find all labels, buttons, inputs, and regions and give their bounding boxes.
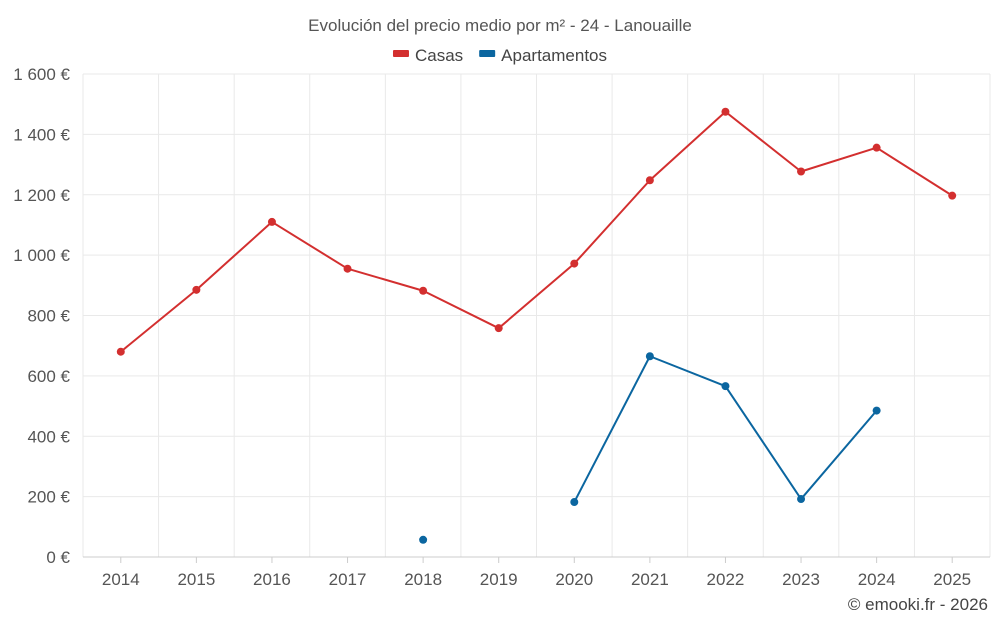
series-line-segment bbox=[800, 146, 878, 173]
data-point[interactable] bbox=[721, 382, 730, 391]
y-tick-label: 1 600 € bbox=[13, 65, 70, 84]
data-point[interactable] bbox=[948, 191, 957, 200]
chart-grid bbox=[82, 73, 991, 558]
legend-label: Casas bbox=[415, 46, 463, 65]
data-point[interactable] bbox=[797, 495, 806, 504]
series-casas bbox=[116, 107, 957, 356]
series-line-segment bbox=[346, 267, 425, 292]
x-tick-label: 2016 bbox=[253, 570, 291, 589]
data-point[interactable] bbox=[872, 406, 881, 415]
series-line-segment bbox=[270, 220, 349, 270]
x-tick-label: 2022 bbox=[707, 570, 745, 589]
legend-swatch bbox=[392, 50, 409, 57]
data-point[interactable] bbox=[872, 143, 881, 152]
x-tick-label: 2017 bbox=[329, 570, 367, 589]
data-point[interactable] bbox=[570, 498, 579, 507]
series-line-segment bbox=[422, 289, 500, 330]
series-apartamentos bbox=[419, 352, 881, 544]
series-line-segment bbox=[648, 110, 727, 182]
series-line-segment bbox=[119, 288, 198, 353]
legend-swatch bbox=[479, 50, 496, 57]
data-point[interactable] bbox=[570, 259, 579, 268]
data-point[interactable] bbox=[116, 347, 125, 356]
chart-title: Evolución del precio medio por m² - 24 -… bbox=[308, 16, 692, 35]
y-axis: 0 € 200 € 400 € 600 € 800 € 1 000 € 1 200 € 1 4… bbox=[13, 65, 70, 567]
chart-legend: Casas Apartamentos bbox=[392, 46, 607, 65]
data-point[interactable] bbox=[192, 285, 201, 294]
x-tick-label: 2019 bbox=[480, 570, 518, 589]
y-tick-label: 1 200 € bbox=[13, 186, 70, 205]
y-tick-label: 800 € bbox=[27, 307, 70, 326]
data-point[interactable] bbox=[797, 167, 806, 176]
x-tick-label: 2025 bbox=[933, 570, 971, 589]
series-line-segment bbox=[724, 385, 803, 501]
series-line-segment bbox=[648, 355, 727, 388]
series-line-segment bbox=[195, 220, 273, 291]
legend-item-casas[interactable]: Casas bbox=[392, 46, 463, 65]
series-line-segment bbox=[573, 355, 651, 504]
x-tick-label: 2015 bbox=[177, 570, 215, 589]
y-tick-label: 400 € bbox=[27, 427, 70, 446]
series-line-segment bbox=[497, 262, 576, 330]
x-tick-label: 2020 bbox=[555, 570, 593, 589]
x-tick-label: 2024 bbox=[858, 570, 896, 589]
chart-series bbox=[116, 107, 957, 544]
series-line-segment bbox=[800, 409, 878, 501]
data-point[interactable] bbox=[267, 217, 276, 226]
data-point[interactable] bbox=[419, 286, 428, 295]
x-axis: 2014 2015 2016 2017 2018 2019 2020 2021 2022 2023… bbox=[102, 557, 971, 589]
y-tick-label: 0 € bbox=[46, 548, 70, 567]
data-point[interactable] bbox=[343, 264, 352, 273]
data-point[interactable] bbox=[494, 324, 503, 333]
data-point[interactable] bbox=[645, 352, 654, 361]
data-point[interactable] bbox=[419, 535, 428, 544]
x-tick-label: 2018 bbox=[404, 570, 442, 589]
y-tick-label: 1 000 € bbox=[13, 246, 70, 265]
series-line-segment bbox=[724, 110, 803, 173]
x-tick-label: 2014 bbox=[102, 570, 140, 589]
y-tick-label: 200 € bbox=[27, 488, 70, 507]
series-line-segment bbox=[573, 179, 651, 265]
chart-credit: © emooki.fr - 2026 bbox=[848, 595, 988, 614]
y-tick-label: 1 400 € bbox=[13, 125, 70, 144]
legend-item-apartamentos[interactable]: Apartamentos bbox=[479, 46, 607, 65]
legend-label: Apartamentos bbox=[501, 46, 607, 65]
series-line-segment bbox=[875, 146, 954, 197]
y-tick-label: 600 € bbox=[27, 367, 70, 386]
x-tick-label: 2023 bbox=[782, 570, 820, 589]
data-point[interactable] bbox=[721, 107, 730, 116]
data-point[interactable] bbox=[645, 176, 654, 185]
x-tick-label: 2021 bbox=[631, 570, 669, 589]
